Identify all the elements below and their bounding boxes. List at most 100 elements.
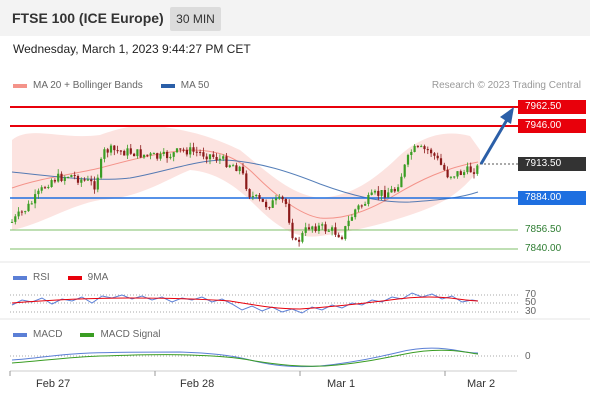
timeframe-badge[interactable]: 30 MIN [170,7,221,31]
candle-body [208,154,212,160]
macd-signal-legend-label: MACD Signal [100,329,161,340]
candle-body [156,153,159,159]
candle-body [47,186,50,188]
candle-body [166,151,169,159]
candle-body [43,187,47,189]
main-legend: MA 20 + Bollinger Bands MA 50 [13,80,227,91]
candle-body [307,227,311,230]
forecast-arrow [479,117,510,165]
candlestick-series [10,142,479,247]
candle-body [83,179,86,181]
candle-body [367,194,370,205]
candle-body [420,146,423,148]
candle-body [119,150,122,152]
candle-body [301,232,304,242]
rsi-9ma-swatch [67,275,82,280]
candle-body [10,221,14,223]
candle-body [377,190,380,196]
pivot-tag: 7884.00 [518,191,586,205]
candle-body [344,226,347,239]
resistance-2-tag: 7962.50 [518,100,586,114]
candle-body [50,180,53,187]
candle-body [360,205,363,207]
candle-body [34,194,37,204]
candle-body [449,176,452,178]
candle-body [446,169,449,178]
candle-body [294,238,297,240]
rsi-swatch [13,275,27,280]
candle-body [185,149,188,155]
candle-body [90,179,93,182]
candle-body [255,194,258,197]
candle-body [258,194,261,199]
candle-body [179,148,182,150]
last-price-tag: 7913.50 [518,157,586,171]
candle-body [403,164,406,177]
candle-body [334,227,337,235]
candle-body [172,152,175,157]
candle-body [350,217,353,221]
candle-body [182,149,185,151]
ma20-line [11,149,479,219]
candle-body [162,151,165,154]
candle-body [133,153,136,157]
candle-body [410,151,413,155]
candle-body [430,149,433,154]
macd-signal-line [11,349,479,367]
candle-body [73,175,76,177]
candle-body [265,201,268,208]
candle-body [212,154,215,157]
candle-body [169,156,172,159]
candle-body [27,203,30,212]
candle-body [199,151,202,153]
candle-body [291,222,294,239]
candle-body [406,154,410,165]
candle-body [57,173,60,182]
candle-body [129,148,132,154]
candle-body [393,188,396,192]
candle-body [439,158,443,165]
candle-body [321,224,324,226]
candle-body [123,150,126,156]
rsi-level-70: 70 [525,289,537,300]
ma50-swatch [160,83,175,88]
candle-body [149,153,152,156]
candle-body [103,149,106,159]
candle-body [146,154,149,156]
candle-body [397,187,400,192]
candle-body [202,152,205,157]
candle-body [116,150,119,152]
candle-body [340,237,344,239]
x-label-mar2: Mar 2 [467,378,496,390]
candle-body [96,177,99,190]
candle-body [364,204,367,206]
macd-zero-label: 0 [525,351,531,362]
candle-body [228,165,231,168]
candle-body [288,203,291,223]
candle-body [317,225,320,232]
candle-body [436,155,439,159]
candle-body [380,190,383,196]
candle-body [109,145,113,153]
candle-body [370,192,373,195]
rsi-level-30: 30 [525,306,537,317]
candle-body [331,227,334,231]
candle-body [30,203,33,205]
candle-body [24,211,27,213]
candle-body [383,190,386,198]
candle-body [311,226,314,230]
candle-body [192,147,195,152]
candle-body [251,196,254,198]
x-label-mar1: Mar 1 [327,378,356,390]
candle-body [76,176,80,183]
candle-body [443,164,446,170]
candle-body [175,148,179,153]
candle-body [17,211,20,217]
candle-body [93,181,96,190]
ma50-legend-label: MA 50 [180,80,210,91]
candle-body [60,173,63,181]
candle-body [354,209,357,218]
candle-body [463,172,466,175]
candle-body [245,173,248,190]
